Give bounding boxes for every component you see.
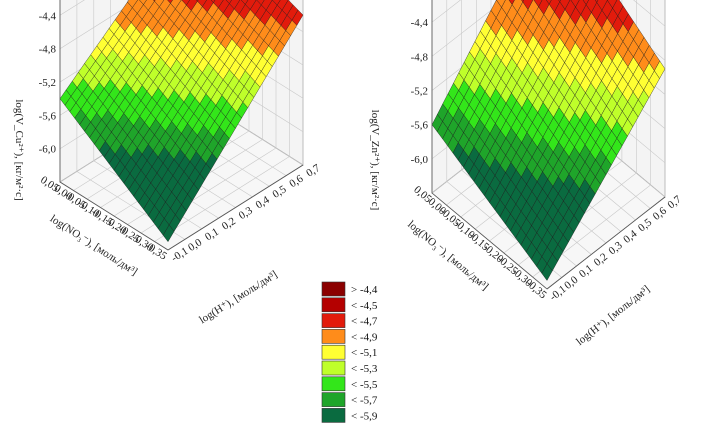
axis-frame — [431, 0, 666, 290]
legend-label: > -4,4 — [351, 284, 378, 296]
z-tick-label: -4,8 — [411, 51, 429, 63]
color-legend: > -4,4 < -4,5 < -4,7 < -4,9 < -5,1 < -5,3 < -5… — [321, 281, 378, 423]
surface-cell — [210, 0, 216, 4]
z-axis-title: log(V_Cu²⁺), [кг/м²·с] — [13, 99, 25, 200]
x-tick-label: 0,7 — [665, 193, 684, 211]
surface-cell — [271, 0, 281, 6]
z-tick-label: -6,0 — [39, 144, 57, 156]
surface-cell — [521, 0, 525, 3]
surface-cell — [533, 0, 543, 8]
y-axis-line — [59, 181, 169, 251]
surface-cell — [256, 0, 265, 6]
x-tick-label: 0,6 — [651, 205, 670, 223]
x-tick-label: 0,5 — [270, 183, 288, 201]
x-tick-label: 0,1 — [577, 262, 595, 280]
legend-label: < -5,9 — [351, 410, 378, 422]
z-tick-label: -5,6 — [39, 110, 57, 122]
z-tick-label: -5,6 — [411, 120, 429, 132]
z-tick-label: -6,0 — [411, 154, 429, 166]
legend-swatch — [321, 392, 346, 407]
surface-cell — [594, 0, 599, 3]
y-axis-line — [431, 192, 548, 290]
legend-label: < -4,9 — [351, 331, 378, 343]
x-tick-label: 0,7 — [304, 162, 322, 180]
x-axis-line — [546, 196, 666, 290]
x-tick-label: 0,2 — [220, 215, 238, 232]
x-axis-title: log(H⁺), [моль/дм³] — [197, 269, 279, 327]
surface-cell — [167, 0, 174, 4]
z-tick-label: -4,4 — [39, 10, 57, 22]
surface-cell — [546, 0, 552, 5]
legend-swatch — [321, 281, 346, 297]
x-tick-label: 0,4 — [621, 228, 640, 246]
x-tick-label: 0,4 — [254, 194, 272, 212]
legend-label: < -5,5 — [351, 379, 378, 391]
x-tick-label: -0,1 — [169, 245, 190, 264]
legend-label: < -5,7 — [351, 395, 378, 407]
surface-cell — [225, 0, 232, 5]
x-tick-label: 0,2 — [592, 251, 610, 269]
legend-swatch — [321, 297, 346, 313]
z-tick-label: -5,2 — [39, 77, 56, 89]
x-tick-label: 0,5 — [636, 216, 655, 234]
x-tick-label: 0,3 — [237, 204, 255, 222]
surface-cell — [654, 60, 666, 79]
chart-cu-surface: -4,0-4,4-4,8-5,2-5,6-6,0-0,10,00,10,20,3… — [13, 0, 323, 326]
surface-cell — [139, 0, 147, 6]
surface-cell — [240, 0, 249, 5]
legend-label: < -4,7 — [351, 316, 378, 328]
surface — [431, 0, 666, 281]
surface-cell — [181, 0, 191, 6]
legend-swatch — [321, 344, 346, 360]
surface — [59, 0, 304, 243]
x-axis-title: log(H⁺), [моль/дм³] — [574, 283, 652, 348]
x-tick-label: 0,1 — [203, 226, 221, 243]
legend-label: < -4,5 — [351, 300, 378, 312]
legend-swatch — [321, 313, 346, 328]
z-tick-label: -4,4 — [411, 17, 429, 29]
z-axis-title: log(V_Zn²⁺), [кг/м²·с] — [369, 110, 381, 211]
z-tick-label: -5,2 — [411, 86, 428, 98]
surface-cell — [291, 9, 304, 26]
legend-swatch — [321, 376, 346, 392]
legend-swatch — [321, 360, 346, 376]
axis-frame — [59, 0, 304, 251]
x-tick-label: 0,0 — [186, 236, 204, 254]
chart-zn-surface: -4,0-4,4-4,8-5,2-5,6-6,0-0,10,00,10,20,3… — [369, 0, 684, 348]
legend-label: < -5,1 — [351, 347, 377, 359]
legend-swatch — [321, 408, 346, 423]
surface-cell — [508, 0, 515, 6]
z-tick-label: -4,8 — [39, 44, 57, 56]
x-tick-label: 0,6 — [287, 172, 305, 190]
surface-cell — [558, 0, 561, 3]
legend-swatch — [321, 329, 346, 344]
x-axis-line — [167, 164, 304, 251]
surface-cell — [582, 0, 589, 6]
x-tick-label: 0,3 — [606, 239, 625, 257]
legend-label: < -5,3 — [351, 363, 378, 375]
